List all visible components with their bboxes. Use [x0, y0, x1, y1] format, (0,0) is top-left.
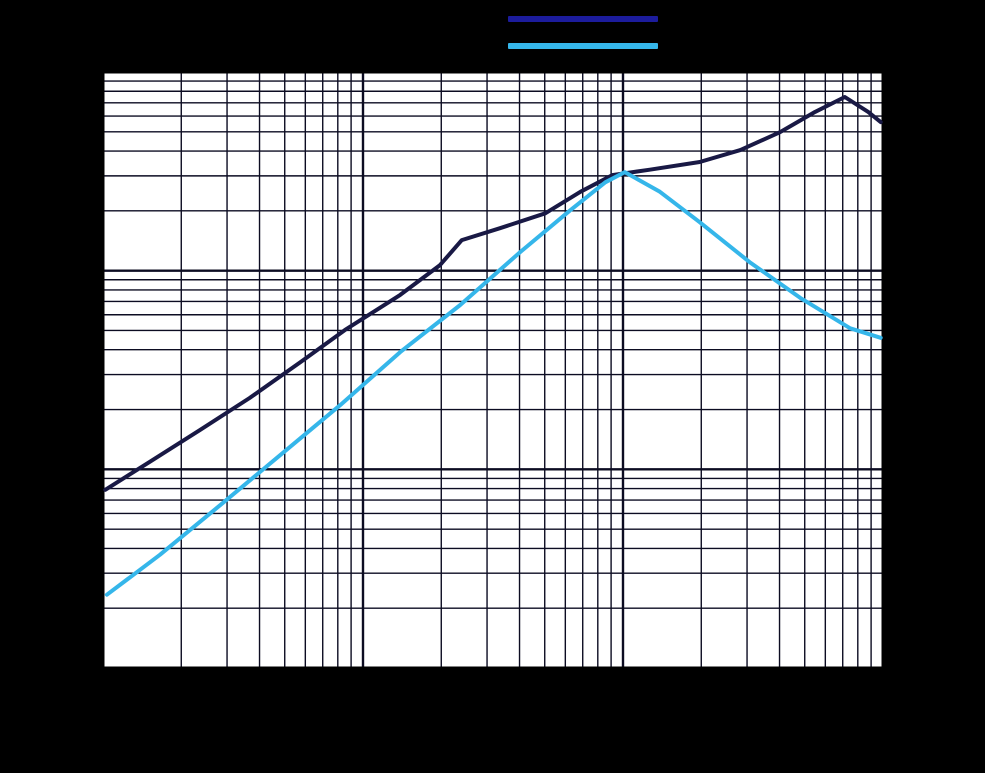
- legend-swatch-light-blue: [508, 43, 658, 49]
- legend-swatch-dark-blue: [508, 16, 658, 22]
- legend: [508, 16, 658, 70]
- chart-plot: [103, 72, 883, 668]
- loglog-grid-and-curves: [103, 72, 883, 668]
